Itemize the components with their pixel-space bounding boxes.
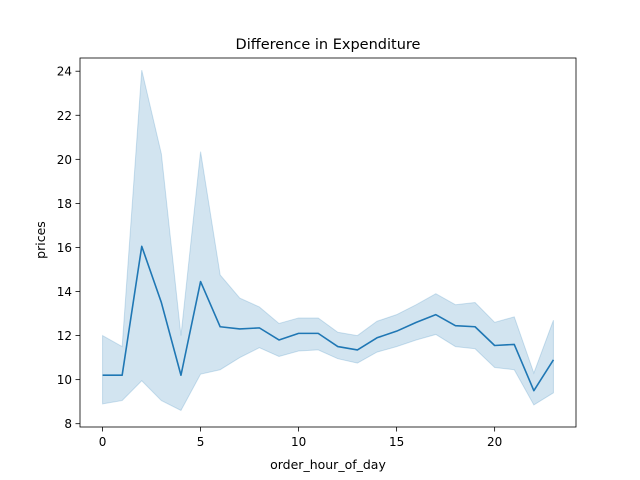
x-axis: 0 5 10 15 20: [99, 427, 502, 449]
x-tick-label: 15: [389, 435, 404, 449]
y-tick-label: 20: [57, 153, 72, 167]
confidence-band: [102, 70, 554, 412]
y-axis: 8 10 12 14 16 18 20 22 24: [57, 65, 80, 431]
x-tick-label: 20: [487, 435, 502, 449]
y-tick-label: 24: [57, 65, 72, 79]
y-tick-label: 8: [64, 417, 72, 431]
x-tick-label: 5: [197, 435, 205, 449]
y-tick-label: 16: [57, 241, 72, 255]
y-tick-label: 14: [57, 285, 72, 299]
y-tick-label: 12: [57, 329, 72, 343]
y-tick-label: 10: [57, 373, 72, 387]
chart-title: Difference in Expenditure: [236, 37, 421, 53]
x-axis-label: order_hour_of_day: [270, 457, 386, 472]
x-tick-label: 10: [291, 435, 306, 449]
y-axis-label: prices: [33, 221, 48, 259]
x-tick-label: 0: [99, 435, 107, 449]
y-tick-label: 22: [57, 109, 72, 123]
series-line: [102, 245, 555, 392]
y-tick-label: 18: [57, 197, 72, 211]
plot-area: [79, 57, 577, 428]
axes-frame: [79, 57, 577, 428]
